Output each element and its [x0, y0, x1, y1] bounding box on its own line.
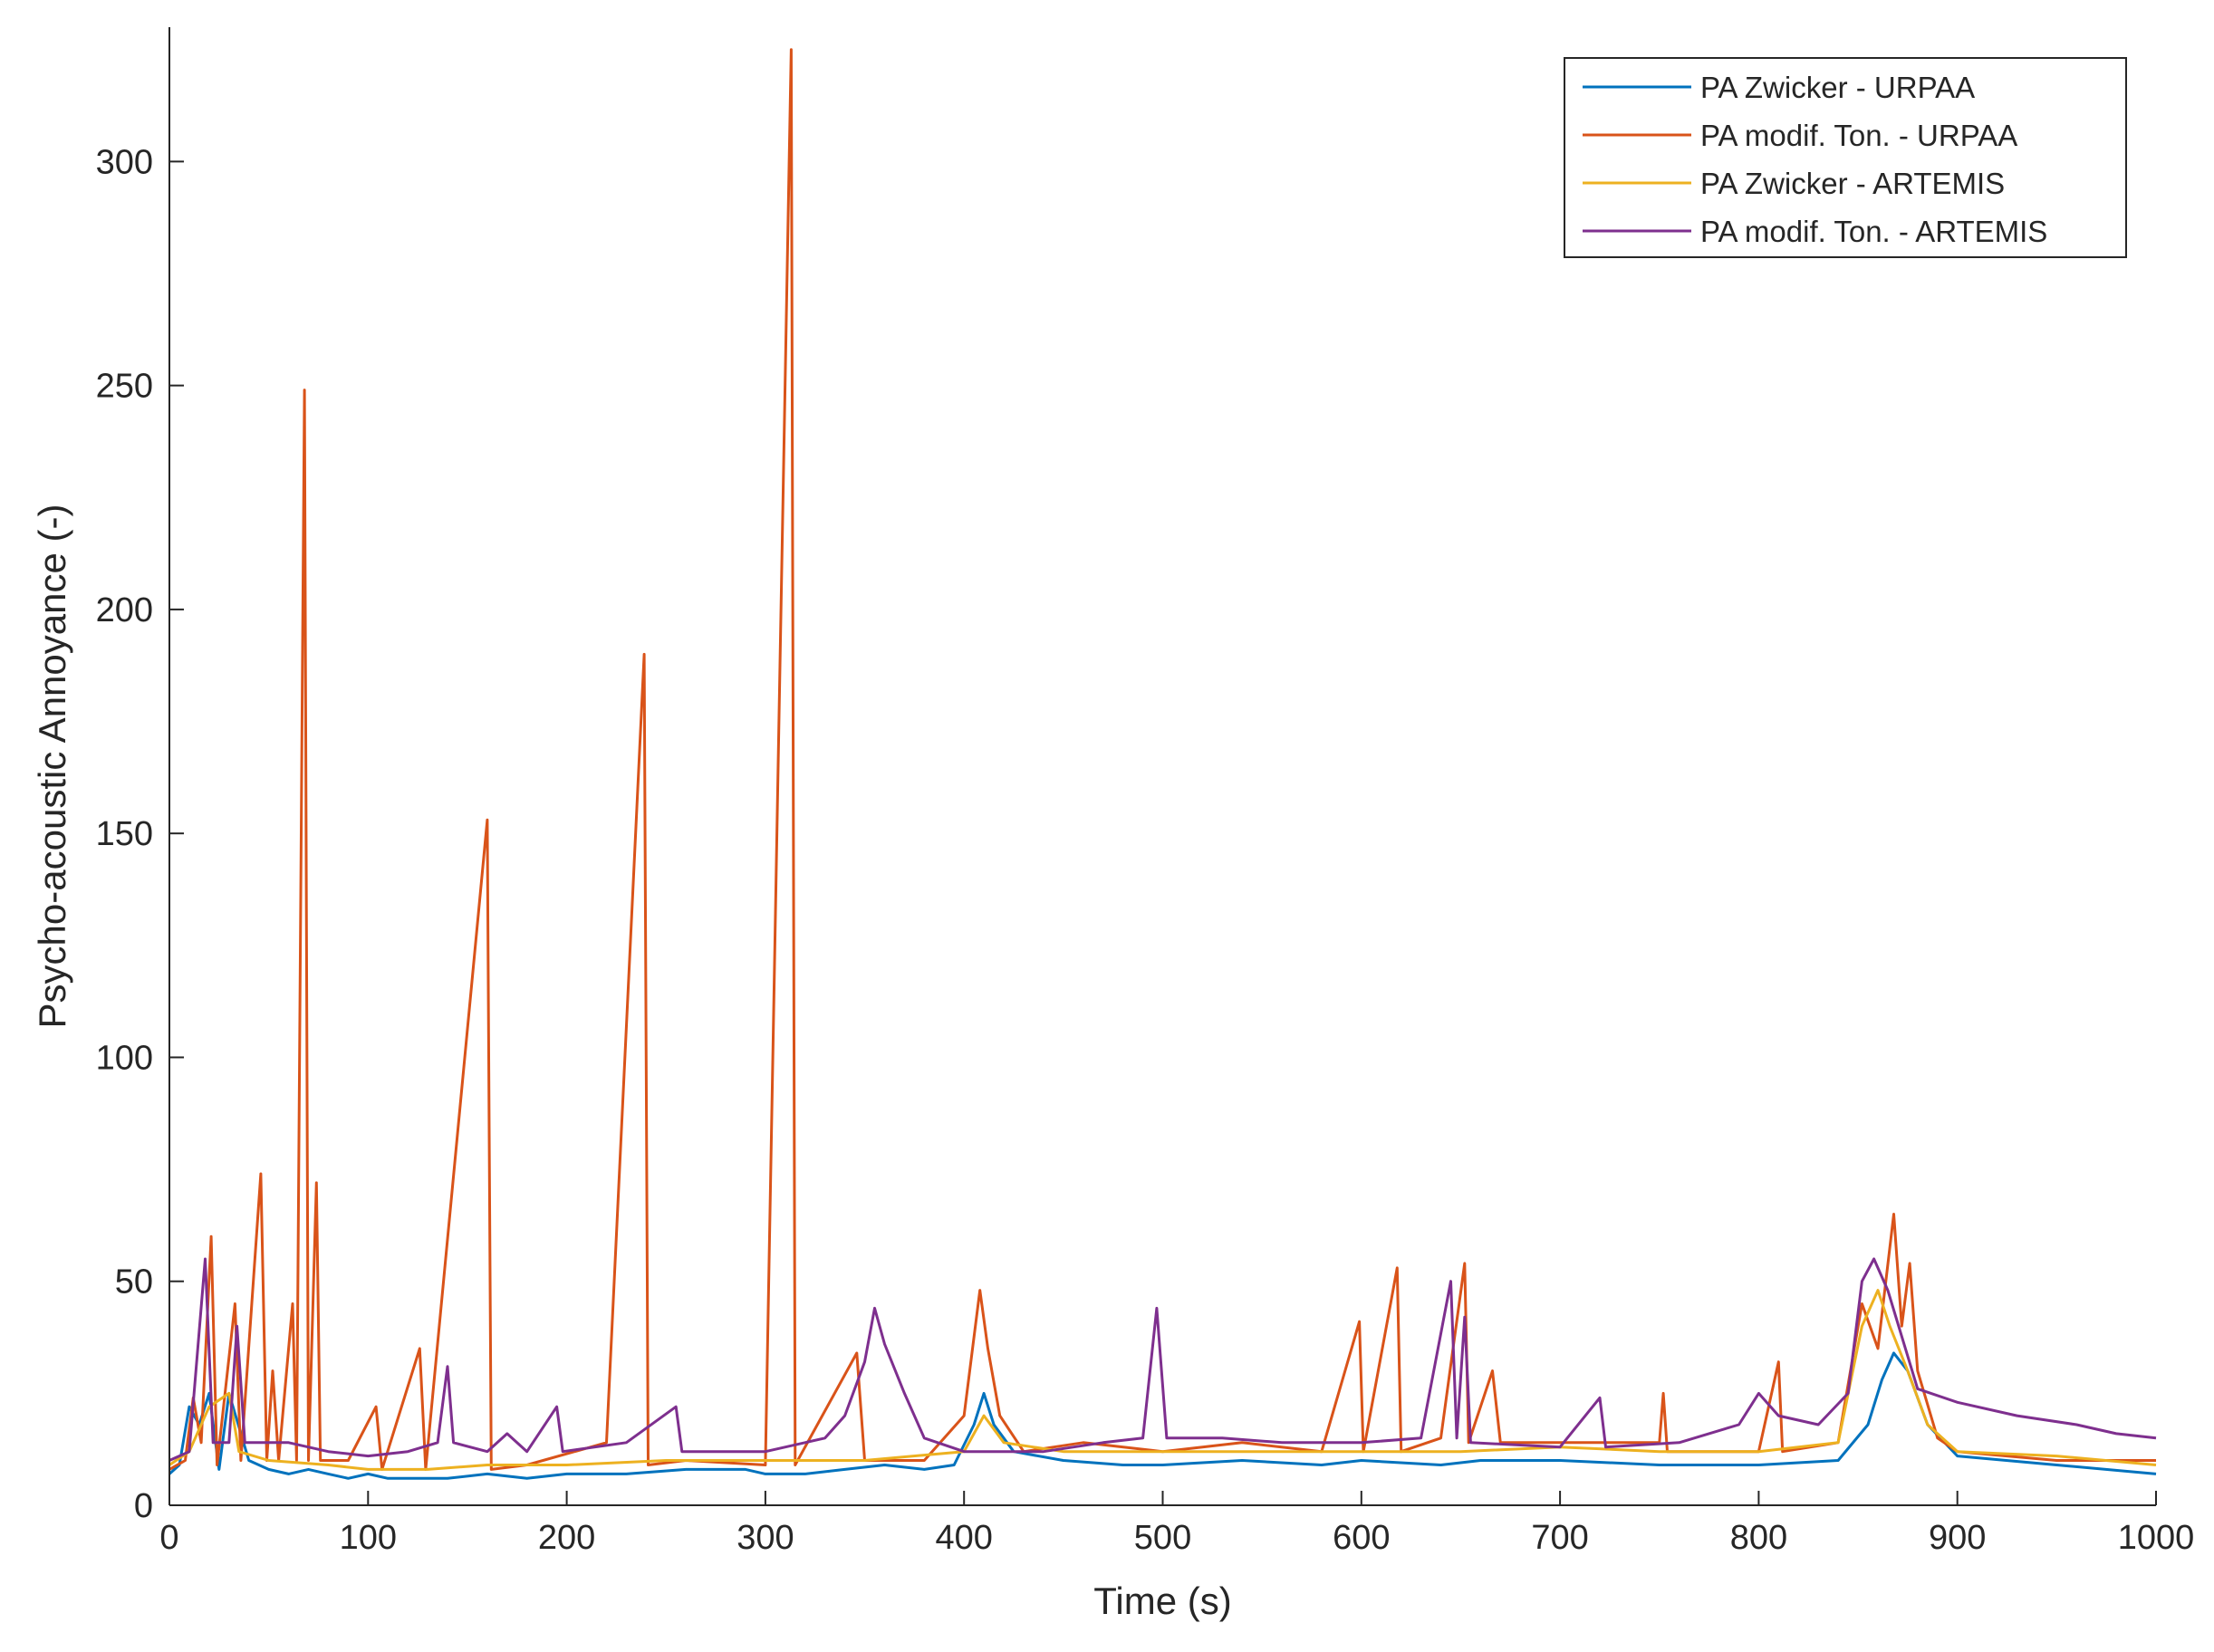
y-tick-label: 0 — [134, 1487, 153, 1525]
y-tick-label: 150 — [96, 815, 153, 853]
x-tick-label: 600 — [1333, 1519, 1390, 1557]
x-tick-label: 100 — [340, 1519, 397, 1557]
legend-entry-label: PA Zwicker - URPAA — [1700, 71, 1975, 104]
y-axis-label: Psycho-acoustic Annoyance (-) — [31, 504, 73, 1029]
legend: PA Zwicker - URPAA PA modif. Ton. - URPAA… — [1564, 57, 2127, 258]
x-tick-label: 300 — [736, 1519, 794, 1557]
x-tick-label: 700 — [1531, 1519, 1588, 1557]
series-line-3 — [168, 1289, 2157, 1471]
y-tick-label: 250 — [96, 368, 153, 406]
ticks-layer: 0 100 200 300 400 500 600 700 800 900 1000 0 50 100 15… — [96, 143, 2195, 1557]
y-tick-label: 100 — [96, 1039, 153, 1077]
legend-entry-label: PA modif. Ton. - ARTEMIS — [1700, 215, 2047, 248]
x-tick-label: 400 — [935, 1519, 992, 1557]
legend-entry-label: PA Zwicker - ARTEMIS — [1700, 167, 2005, 200]
legend-entry-label: PA modif. Ton. - URPAA — [1700, 119, 2017, 152]
y-tick-label: 200 — [96, 591, 153, 629]
x-tick-label: 1000 — [2118, 1519, 2195, 1557]
y-tick-label: 50 — [115, 1263, 153, 1301]
x-tick-label: 0 — [159, 1519, 178, 1557]
x-tick-label: 500 — [1134, 1519, 1191, 1557]
legend-box — [1564, 57, 2127, 258]
series-line-1 — [168, 1351, 2157, 1480]
x-axis-label: Time (s) — [1093, 1580, 1231, 1622]
y-tick-label: 300 — [96, 143, 153, 181]
x-tick-label: 200 — [538, 1519, 595, 1557]
x-tick-label: 900 — [1929, 1519, 1986, 1557]
series-layer — [168, 48, 2157, 1480]
series-line-2 — [168, 48, 2156, 1471]
x-tick-label: 800 — [1730, 1519, 1787, 1557]
series-line-4 — [168, 1257, 2157, 1462]
